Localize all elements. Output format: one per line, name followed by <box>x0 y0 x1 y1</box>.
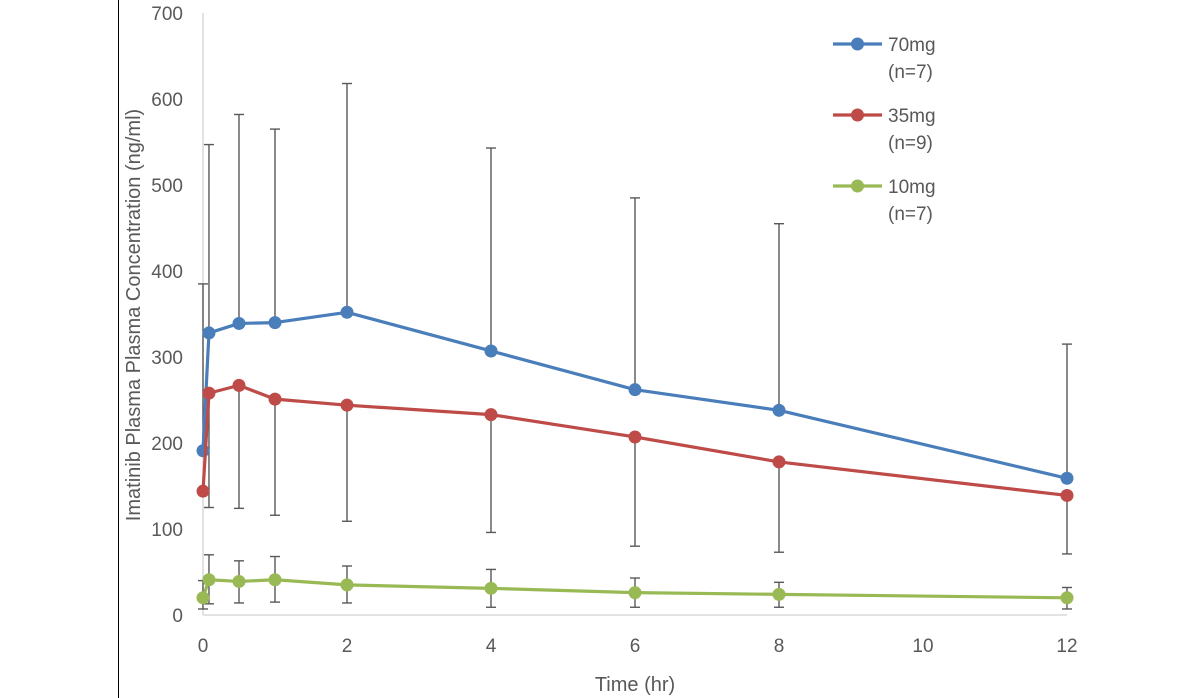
x-tick-label: 2 <box>342 636 353 657</box>
data-point-10mg <box>1060 591 1074 605</box>
y-tick-label: 200 <box>151 434 183 455</box>
data-point-35mg <box>628 430 642 444</box>
legend-marker-70mg <box>851 37 864 51</box>
data-point-10mg <box>196 591 210 605</box>
y-tick-label: 100 <box>151 520 183 541</box>
y-tick-label: 0 <box>172 606 183 627</box>
legend: 70mg (n=7) 35mg (n=9) 10mg (n=7) <box>833 35 936 225</box>
data-point-10mg <box>232 574 246 588</box>
data-point-70mg <box>628 383 642 397</box>
data-point-10mg <box>268 573 282 587</box>
y-tick-label: 400 <box>151 262 183 283</box>
legend-label-count: (n=7) <box>888 62 933 83</box>
data-point-35mg <box>268 392 282 406</box>
y-tick-label: 300 <box>151 348 183 369</box>
legend-label-count: (n=9) <box>888 133 933 154</box>
legend-label: 35mg <box>888 106 936 127</box>
page-left-border <box>118 0 119 698</box>
y-tick-label: 700 <box>151 4 183 25</box>
data-point-35mg <box>340 398 354 412</box>
data-point-70mg <box>340 305 354 319</box>
legend-marker-35mg <box>851 108 864 122</box>
data-point-70mg <box>232 316 246 330</box>
x-axis-title: Time (hr) <box>595 674 675 696</box>
y-axis-title: Imatinib Plasma Plasma Concentration (ng… <box>123 109 145 521</box>
series-layer <box>196 305 1074 605</box>
data-point-35mg <box>202 386 216 400</box>
data-point-35mg <box>232 378 246 392</box>
x-tick-label: 4 <box>486 636 497 657</box>
data-point-70mg <box>268 316 282 330</box>
x-tick-label: 6 <box>630 636 641 657</box>
x-tick-label: 10 <box>912 636 933 657</box>
data-point-35mg <box>1060 488 1074 502</box>
legend-label: 70mg <box>888 35 936 56</box>
data-point-70mg <box>484 344 498 358</box>
data-point-35mg <box>196 484 210 498</box>
data-point-10mg <box>202 573 216 587</box>
data-point-35mg <box>484 408 498 422</box>
data-point-10mg <box>628 586 642 600</box>
data-point-10mg <box>340 578 354 592</box>
data-point-10mg <box>484 581 498 595</box>
data-point-70mg <box>202 326 216 340</box>
axes-layer: 0 100 200 300 400 500 600 700 0 2 4 6 8 10 12 <box>151 4 1077 657</box>
legend-label: 10mg <box>888 177 936 198</box>
y-tick-label: 600 <box>151 90 183 111</box>
data-point-70mg <box>196 444 210 458</box>
data-point-10mg <box>772 587 786 601</box>
error-bars <box>198 82 1072 610</box>
x-tick-label: 12 <box>1056 636 1077 657</box>
legend-marker-10mg <box>851 179 864 193</box>
data-point-70mg <box>1060 471 1074 485</box>
x-tick-label: 0 <box>198 636 209 657</box>
data-point-35mg <box>772 455 786 469</box>
x-tick-label: 8 <box>774 636 785 657</box>
legend-label-count: (n=7) <box>888 204 933 225</box>
data-point-70mg <box>772 403 786 417</box>
y-tick-label: 500 <box>151 176 183 197</box>
